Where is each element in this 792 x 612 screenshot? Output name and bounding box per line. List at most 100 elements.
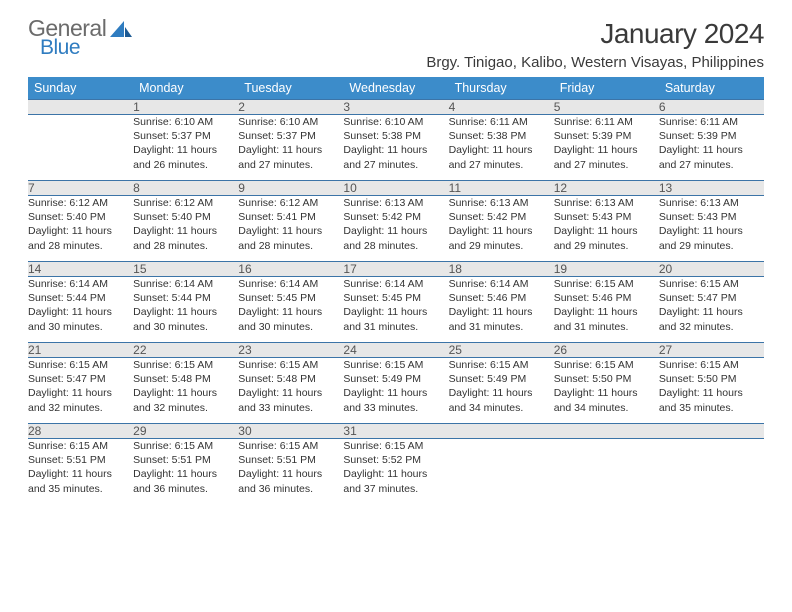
daylight-text-2: and 31 minutes. xyxy=(343,320,448,334)
sunrise-text: Sunrise: 6:13 AM xyxy=(554,196,659,210)
sunrise-text: Sunrise: 6:12 AM xyxy=(238,196,343,210)
sunset-text: Sunset: 5:37 PM xyxy=(238,129,343,143)
daylight-text: Daylight: 11 hours xyxy=(28,467,133,481)
daylight-text: Daylight: 11 hours xyxy=(659,305,764,319)
sunrise-text: Sunrise: 6:11 AM xyxy=(659,115,764,129)
daylight-text: Daylight: 11 hours xyxy=(554,305,659,319)
daylight-text-2: and 27 minutes. xyxy=(238,158,343,172)
sunset-text: Sunset: 5:38 PM xyxy=(449,129,554,143)
day-cell: Sunrise: 6:15 AMSunset: 5:49 PMDaylight:… xyxy=(343,358,448,424)
day-cell: Sunrise: 6:10 AMSunset: 5:38 PMDaylight:… xyxy=(343,115,448,181)
daylight-text: Daylight: 11 hours xyxy=(238,467,343,481)
day-number xyxy=(554,424,659,439)
page-header: General Blue January 2024 Brgy. Tinigao,… xyxy=(28,18,764,71)
day-cell xyxy=(659,439,764,505)
daylight-text: Daylight: 11 hours xyxy=(28,224,133,238)
calendar-header-row: SundayMondayTuesdayWednesdayThursdayFrid… xyxy=(28,77,764,100)
sunrise-text: Sunrise: 6:13 AM xyxy=(659,196,764,210)
sunset-text: Sunset: 5:43 PM xyxy=(659,210,764,224)
day-number-row: 14151617181920 xyxy=(28,262,764,277)
day-header: Saturday xyxy=(659,77,764,100)
sunrise-text: Sunrise: 6:15 AM xyxy=(133,358,238,372)
daylight-text: Daylight: 11 hours xyxy=(238,305,343,319)
day-cell: Sunrise: 6:12 AMSunset: 5:41 PMDaylight:… xyxy=(238,196,343,262)
day-cell: Sunrise: 6:14 AMSunset: 5:45 PMDaylight:… xyxy=(238,277,343,343)
location-subtitle: Brgy. Tinigao, Kalibo, Western Visayas, … xyxy=(426,54,764,71)
calendar-table: SundayMondayTuesdayWednesdayThursdayFrid… xyxy=(28,77,764,505)
day-number xyxy=(659,424,764,439)
sunset-text: Sunset: 5:37 PM xyxy=(133,129,238,143)
day-cell: Sunrise: 6:13 AMSunset: 5:42 PMDaylight:… xyxy=(343,196,448,262)
daylight-text: Daylight: 11 hours xyxy=(659,386,764,400)
day-cell: Sunrise: 6:12 AMSunset: 5:40 PMDaylight:… xyxy=(133,196,238,262)
daylight-text-2: and 26 minutes. xyxy=(133,158,238,172)
day-cell: Sunrise: 6:14 AMSunset: 5:46 PMDaylight:… xyxy=(449,277,554,343)
day-data-row: Sunrise: 6:10 AMSunset: 5:37 PMDaylight:… xyxy=(28,115,764,181)
sunrise-text: Sunrise: 6:12 AM xyxy=(133,196,238,210)
sunrise-text: Sunrise: 6:15 AM xyxy=(659,277,764,291)
sunrise-text: Sunrise: 6:11 AM xyxy=(554,115,659,129)
day-data-row: Sunrise: 6:15 AMSunset: 5:51 PMDaylight:… xyxy=(28,439,764,505)
sunrise-text: Sunrise: 6:14 AM xyxy=(449,277,554,291)
day-number: 6 xyxy=(659,100,764,115)
day-cell: Sunrise: 6:11 AMSunset: 5:38 PMDaylight:… xyxy=(449,115,554,181)
daylight-text-2: and 32 minutes. xyxy=(133,401,238,415)
sunset-text: Sunset: 5:42 PM xyxy=(449,210,554,224)
day-cell: Sunrise: 6:15 AMSunset: 5:48 PMDaylight:… xyxy=(133,358,238,424)
sunrise-text: Sunrise: 6:15 AM xyxy=(449,358,554,372)
day-cell: Sunrise: 6:15 AMSunset: 5:47 PMDaylight:… xyxy=(28,358,133,424)
month-title: January 2024 xyxy=(426,18,764,50)
day-number: 2 xyxy=(238,100,343,115)
day-header: Thursday xyxy=(449,77,554,100)
daylight-text: Daylight: 11 hours xyxy=(238,386,343,400)
day-number: 31 xyxy=(343,424,448,439)
daylight-text: Daylight: 11 hours xyxy=(238,224,343,238)
daylight-text-2: and 29 minutes. xyxy=(554,239,659,253)
sunset-text: Sunset: 5:52 PM xyxy=(343,453,448,467)
day-cell: Sunrise: 6:14 AMSunset: 5:44 PMDaylight:… xyxy=(133,277,238,343)
sunrise-text: Sunrise: 6:15 AM xyxy=(343,358,448,372)
daylight-text-2: and 27 minutes. xyxy=(659,158,764,172)
sunset-text: Sunset: 5:49 PM xyxy=(449,372,554,386)
sunrise-text: Sunrise: 6:15 AM xyxy=(554,358,659,372)
sunset-text: Sunset: 5:51 PM xyxy=(28,453,133,467)
sunrise-text: Sunrise: 6:11 AM xyxy=(449,115,554,129)
day-cell: Sunrise: 6:12 AMSunset: 5:40 PMDaylight:… xyxy=(28,196,133,262)
daylight-text: Daylight: 11 hours xyxy=(343,143,448,157)
daylight-text-2: and 33 minutes. xyxy=(343,401,448,415)
sunset-text: Sunset: 5:41 PM xyxy=(238,210,343,224)
day-header: Monday xyxy=(133,77,238,100)
sunset-text: Sunset: 5:38 PM xyxy=(343,129,448,143)
day-number: 7 xyxy=(28,181,133,196)
daylight-text: Daylight: 11 hours xyxy=(554,143,659,157)
sunrise-text: Sunrise: 6:15 AM xyxy=(343,439,448,453)
daylight-text-2: and 31 minutes. xyxy=(449,320,554,334)
day-number: 10 xyxy=(343,181,448,196)
day-cell: Sunrise: 6:15 AMSunset: 5:50 PMDaylight:… xyxy=(554,358,659,424)
sunrise-text: Sunrise: 6:14 AM xyxy=(238,277,343,291)
day-header: Wednesday xyxy=(343,77,448,100)
day-number: 16 xyxy=(238,262,343,277)
daylight-text-2: and 33 minutes. xyxy=(238,401,343,415)
daylight-text-2: and 28 minutes. xyxy=(133,239,238,253)
day-cell: Sunrise: 6:15 AMSunset: 5:51 PMDaylight:… xyxy=(238,439,343,505)
daylight-text-2: and 30 minutes. xyxy=(238,320,343,334)
sunrise-text: Sunrise: 6:10 AM xyxy=(343,115,448,129)
sunset-text: Sunset: 5:49 PM xyxy=(343,372,448,386)
daylight-text-2: and 28 minutes. xyxy=(238,239,343,253)
daylight-text-2: and 27 minutes. xyxy=(449,158,554,172)
sunset-text: Sunset: 5:47 PM xyxy=(659,291,764,305)
day-number: 21 xyxy=(28,343,133,358)
daylight-text: Daylight: 11 hours xyxy=(343,305,448,319)
day-number: 25 xyxy=(449,343,554,358)
day-number: 17 xyxy=(343,262,448,277)
day-cell: Sunrise: 6:13 AMSunset: 5:42 PMDaylight:… xyxy=(449,196,554,262)
sunset-text: Sunset: 5:45 PM xyxy=(343,291,448,305)
daylight-text: Daylight: 11 hours xyxy=(449,305,554,319)
day-number: 11 xyxy=(449,181,554,196)
day-number: 29 xyxy=(133,424,238,439)
day-number: 28 xyxy=(28,424,133,439)
day-number: 4 xyxy=(449,100,554,115)
day-cell xyxy=(28,115,133,181)
daylight-text: Daylight: 11 hours xyxy=(659,224,764,238)
